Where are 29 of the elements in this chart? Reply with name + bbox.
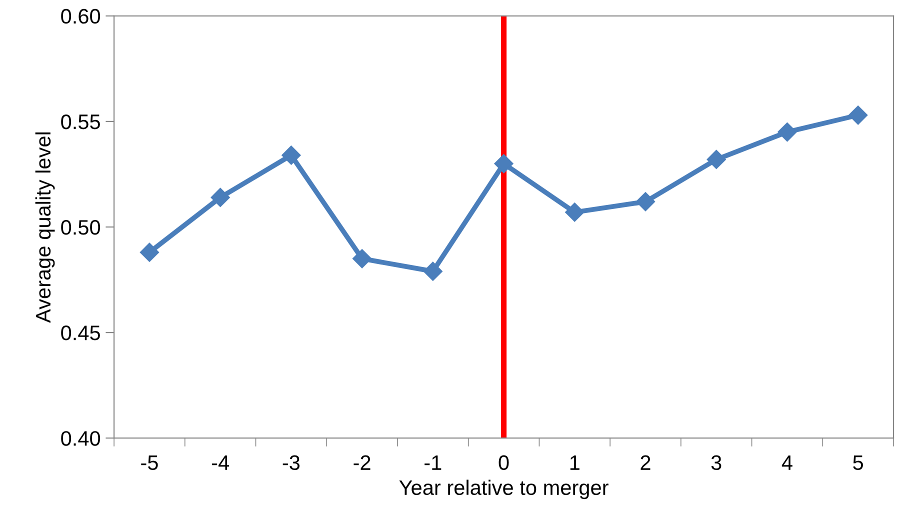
- x-tick-label: 4: [782, 456, 792, 470]
- point: [423, 262, 442, 281]
- x-tick-label: 1: [570, 456, 580, 470]
- x-tick-label: -2: [354, 455, 370, 470]
- x-tick-label: -4: [212, 456, 229, 470]
- x-tick-label: 5: [853, 456, 863, 470]
- x-axis-title: Year relative to merger: [399, 480, 608, 500]
- point: [282, 146, 301, 165]
- y-tick-label: 0.45: [61, 326, 100, 340]
- y-tick-label: 0.60: [61, 8, 100, 24]
- x-tick-label: 0: [498, 455, 509, 470]
- x-tick-label: 2: [640, 455, 650, 470]
- point: [636, 192, 656, 212]
- point: [848, 106, 868, 125]
- x-tick-label: -3: [282, 455, 300, 470]
- point: [778, 122, 797, 142]
- x-tick-label: -1: [424, 456, 442, 470]
- point: [140, 242, 160, 262]
- x-tick-label: -5: [141, 456, 158, 470]
- point: [565, 202, 584, 222]
- point: [706, 150, 726, 169]
- y-tick-label: 0.55: [61, 114, 100, 130]
- y-tick-label: 0.50: [61, 220, 100, 235]
- point: [210, 188, 230, 207]
- point: [494, 154, 514, 174]
- y-axis-title: Average quality level: [35, 132, 55, 323]
- x-tick-label: 3: [711, 455, 722, 470]
- y-tick-label: 0.40: [61, 431, 100, 446]
- point: [352, 249, 372, 268]
